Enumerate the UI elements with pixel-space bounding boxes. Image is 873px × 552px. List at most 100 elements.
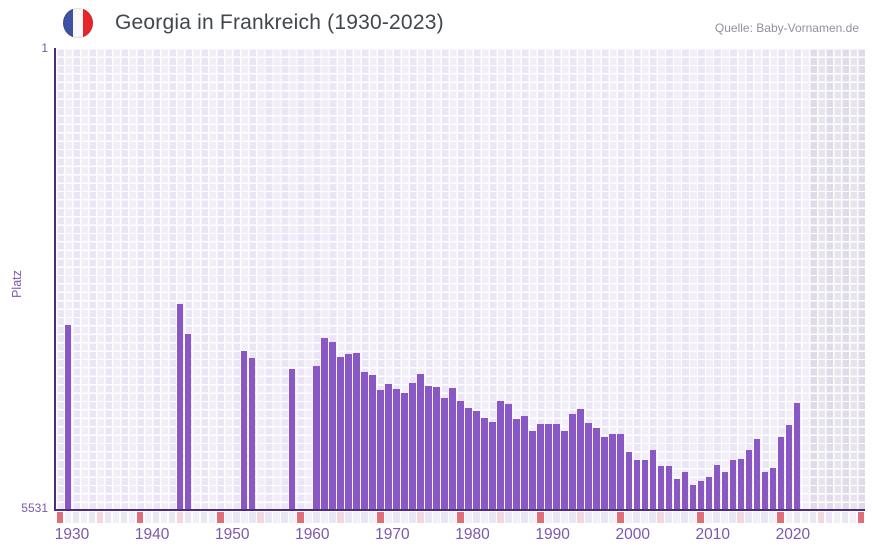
- strip-cell: [64, 512, 72, 523]
- rank-bar[interactable]: [633, 459, 640, 510]
- strip-cell: [793, 512, 801, 523]
- rank-bar[interactable]: [489, 422, 496, 510]
- rank-bar[interactable]: [785, 424, 793, 510]
- rank-bar[interactable]: [505, 403, 512, 510]
- strip-cell: [385, 512, 392, 523]
- strip-cell: [545, 512, 552, 523]
- rank-bar[interactable]: [697, 480, 704, 510]
- rank-bar[interactable]: [777, 436, 785, 510]
- x-axis-tick-label: 1940: [134, 526, 170, 543]
- strip-cell: [120, 512, 128, 523]
- strip-cell: [761, 512, 769, 523]
- decade-marker-cell: [857, 512, 865, 523]
- half-decade-marker-cell: [577, 512, 584, 523]
- rank-bar[interactable]: [521, 416, 528, 510]
- rank-bar[interactable]: [497, 400, 504, 510]
- decade-marker-cell: [537, 512, 544, 523]
- rank-bar[interactable]: [625, 451, 632, 510]
- rank-bar[interactable]: [313, 365, 320, 510]
- rank-bar[interactable]: [705, 477, 712, 510]
- rank-bar[interactable]: [609, 434, 616, 510]
- strip-cell: [425, 512, 432, 523]
- rank-bar[interactable]: [329, 341, 336, 510]
- rank-bar[interactable]: [385, 384, 392, 510]
- rank-bar[interactable]: [184, 333, 192, 510]
- rank-bar[interactable]: [425, 385, 432, 510]
- rank-bar[interactable]: [321, 337, 328, 510]
- rank-bar[interactable]: [345, 353, 352, 510]
- rank-bar[interactable]: [689, 484, 696, 510]
- rank-bar[interactable]: [665, 465, 672, 510]
- half-decade-marker-cell: [737, 512, 745, 523]
- strip-cell: [168, 512, 176, 523]
- strip-cell: [489, 512, 496, 523]
- rank-bar[interactable]: [449, 387, 456, 510]
- rank-bar[interactable]: [617, 434, 624, 510]
- strip-cell: [769, 512, 777, 523]
- rank-bar[interactable]: [577, 408, 584, 510]
- rank-bar[interactable]: [593, 428, 600, 510]
- rank-bar[interactable]: [561, 430, 568, 510]
- strip-cell: [320, 512, 328, 523]
- rank-bar[interactable]: [601, 436, 608, 510]
- rank-bar[interactable]: [793, 403, 801, 510]
- strip-cell: [705, 512, 713, 523]
- rank-bar[interactable]: [433, 386, 440, 510]
- rank-bar[interactable]: [729, 459, 737, 510]
- strip-cell: [809, 512, 817, 523]
- rank-bar[interactable]: [289, 368, 296, 510]
- rank-bar[interactable]: [529, 431, 536, 510]
- plot-area: [56, 48, 865, 510]
- rank-bar[interactable]: [569, 414, 576, 510]
- strip-cell: [841, 512, 849, 523]
- rank-bar[interactable]: [369, 374, 376, 510]
- rank-bar[interactable]: [673, 478, 680, 510]
- rank-bar[interactable]: [537, 424, 544, 510]
- strip-cell: [585, 512, 592, 523]
- strip-cell: [481, 512, 488, 523]
- strip-cell: [224, 512, 232, 523]
- rank-bar[interactable]: [545, 423, 552, 510]
- rank-bar[interactable]: [649, 450, 656, 510]
- rank-bar[interactable]: [377, 390, 384, 510]
- rank-bar[interactable]: [513, 419, 520, 510]
- rank-bar[interactable]: [745, 450, 753, 510]
- rank-bar[interactable]: [553, 423, 560, 510]
- rank-bar[interactable]: [176, 303, 184, 510]
- rank-bar[interactable]: [737, 459, 745, 510]
- rank-bar[interactable]: [417, 373, 424, 510]
- rank-bar[interactable]: [361, 371, 368, 510]
- rank-bar[interactable]: [481, 418, 488, 510]
- rank-bar[interactable]: [713, 464, 721, 510]
- rank-bar[interactable]: [337, 357, 344, 510]
- strip-cell: [833, 512, 841, 523]
- chart-title: Georgia in Frankreich (1930-2023): [115, 11, 444, 34]
- rank-bar[interactable]: [409, 383, 416, 510]
- rank-bar[interactable]: [393, 388, 400, 510]
- strip-cell: [665, 512, 673, 523]
- rank-bar[interactable]: [241, 350, 248, 510]
- half-decade-marker-cell: [657, 512, 665, 523]
- rank-bar[interactable]: [641, 459, 648, 510]
- strip-cell: [80, 512, 88, 523]
- rank-bar[interactable]: [457, 400, 464, 510]
- strip-cell: [160, 512, 168, 523]
- rank-bar[interactable]: [64, 325, 72, 510]
- rank-bar[interactable]: [657, 465, 664, 510]
- rank-bar[interactable]: [465, 407, 472, 510]
- strip-cell: [801, 512, 809, 523]
- strip-cell: [721, 512, 729, 523]
- rank-bar[interactable]: [753, 439, 761, 510]
- rank-bar[interactable]: [401, 392, 408, 510]
- rank-bar[interactable]: [769, 467, 777, 510]
- rank-bar[interactable]: [681, 471, 688, 510]
- strip-cell: [473, 512, 480, 523]
- strip-cell: [393, 512, 400, 523]
- rank-bar[interactable]: [353, 352, 360, 510]
- rank-bar[interactable]: [441, 397, 448, 510]
- rank-bar[interactable]: [721, 472, 729, 510]
- rank-bar[interactable]: [761, 471, 769, 510]
- rank-bar[interactable]: [585, 423, 592, 510]
- rank-bar[interactable]: [473, 411, 480, 510]
- rank-bar[interactable]: [249, 358, 256, 510]
